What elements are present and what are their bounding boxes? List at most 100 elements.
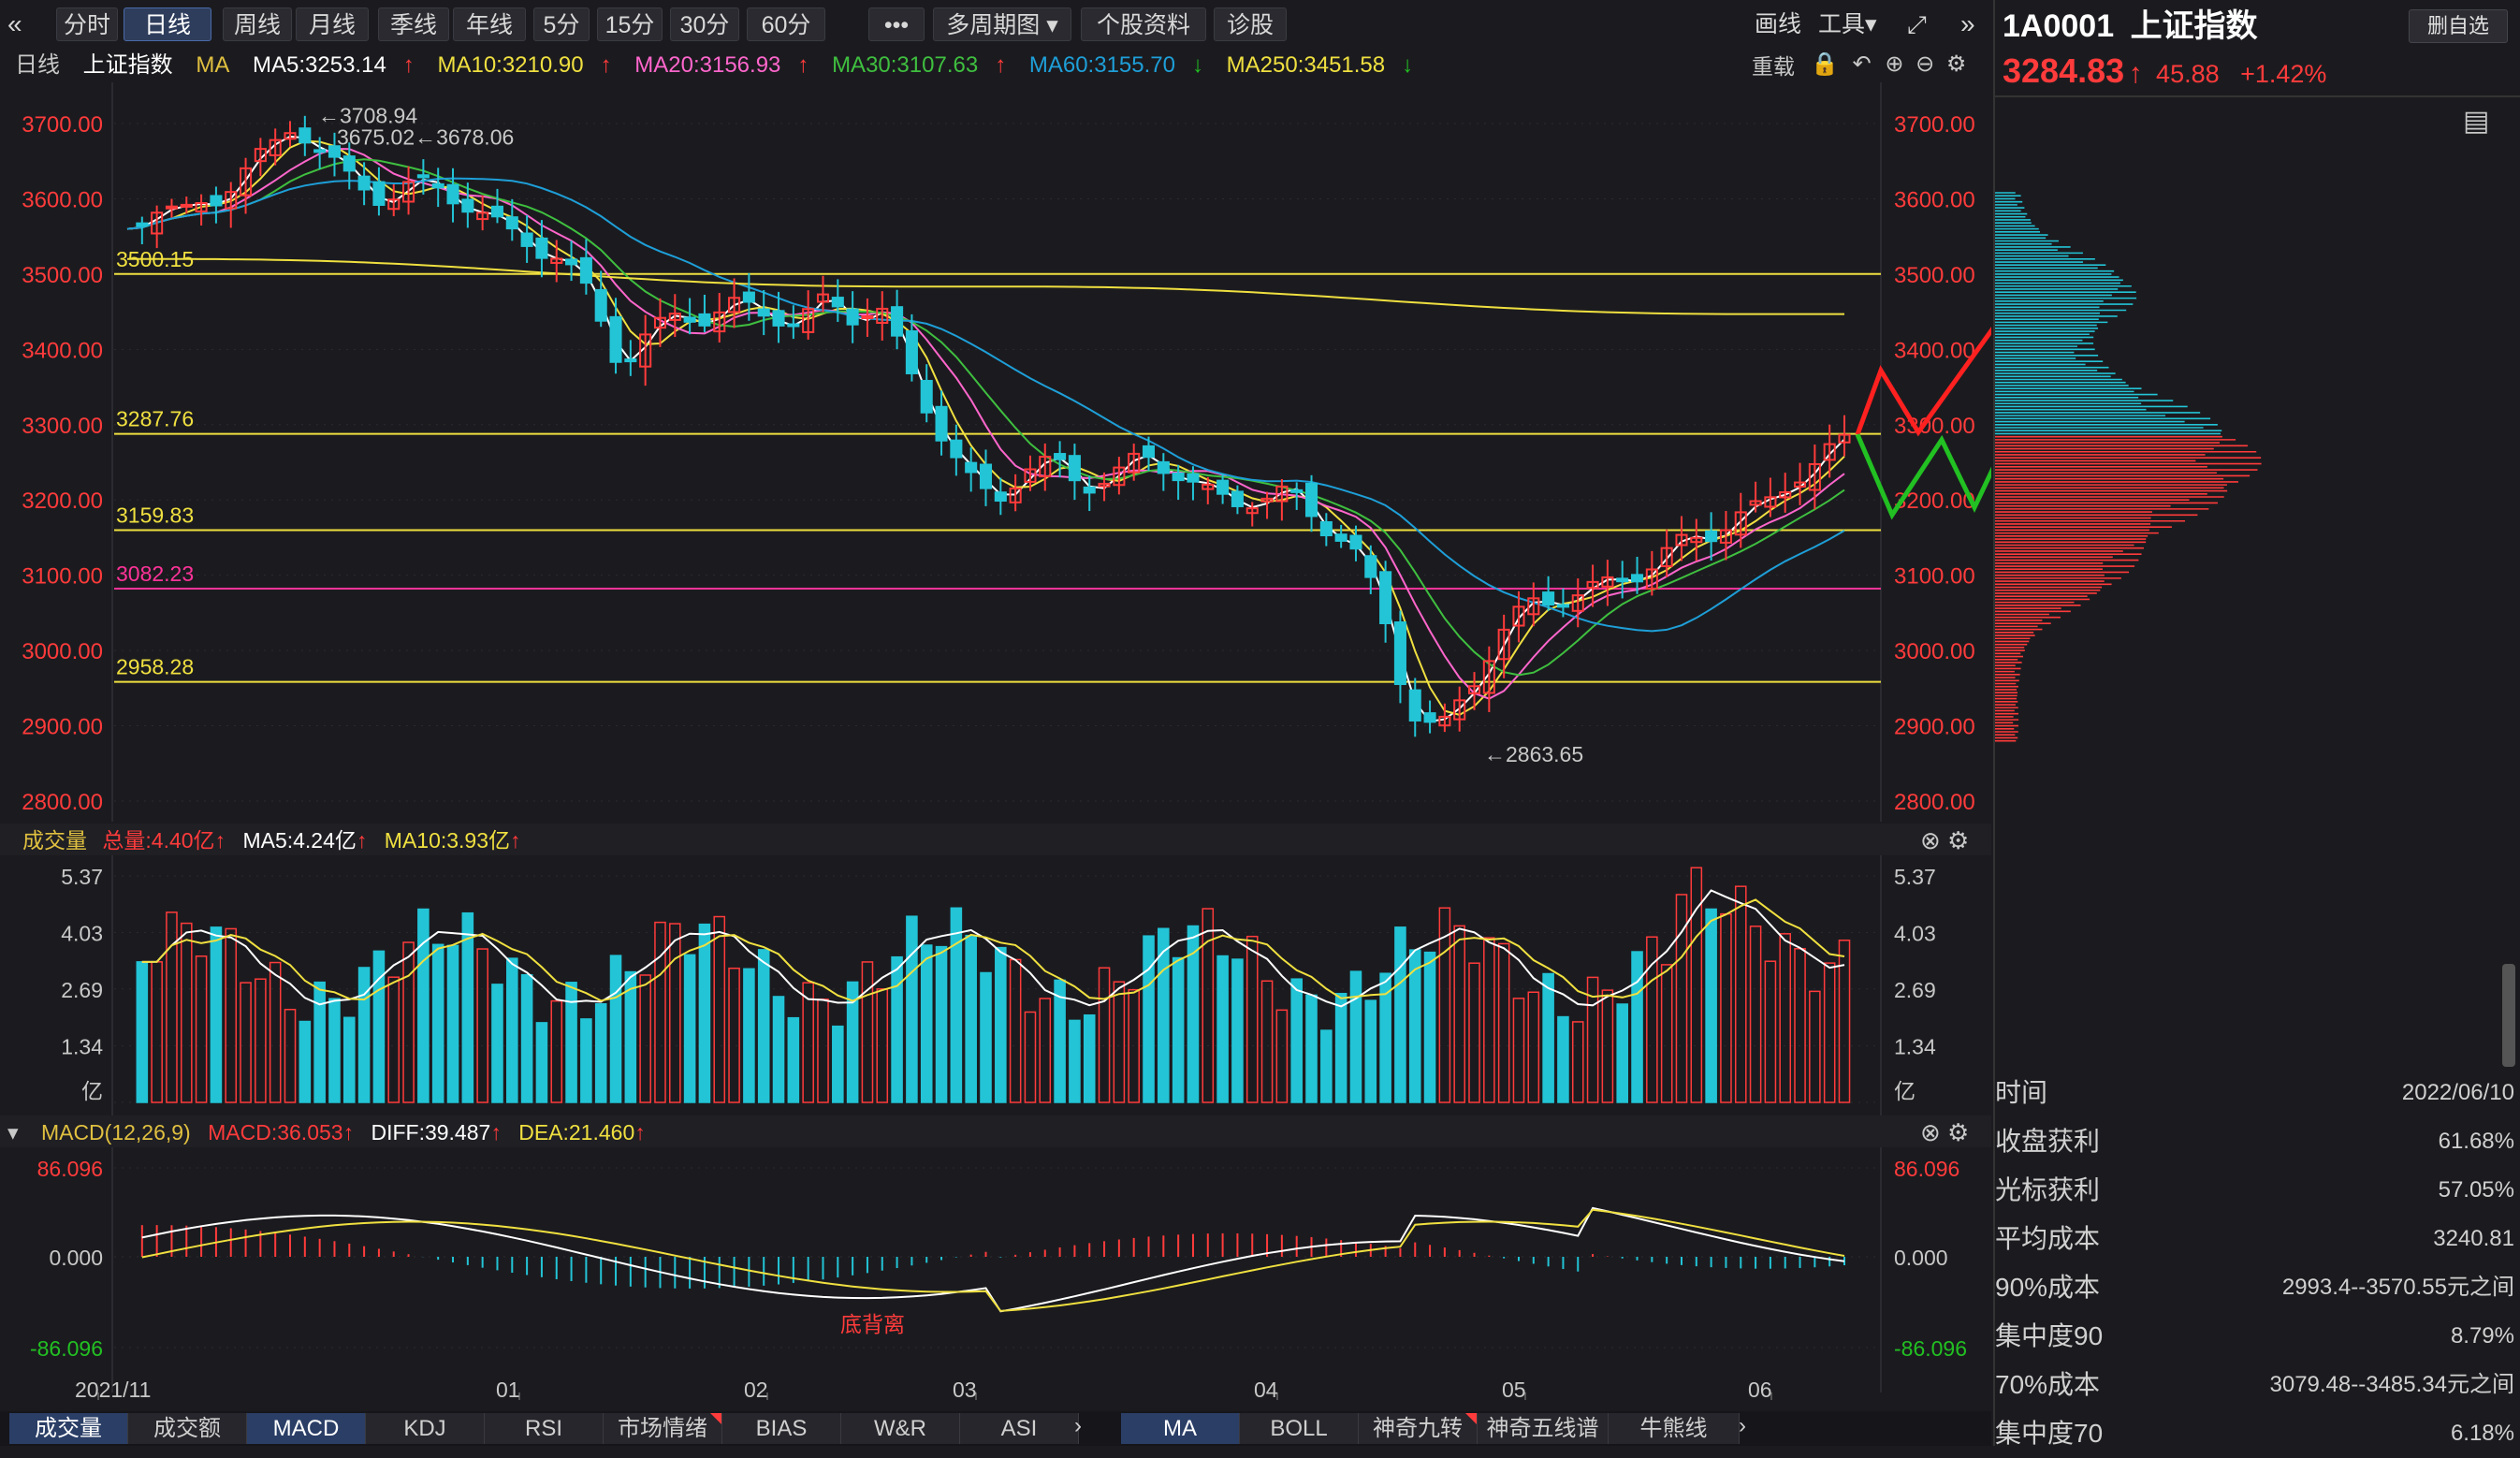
candle-body[interactable] <box>1349 534 1362 550</box>
volume-bar[interactable] <box>1705 908 1717 1103</box>
volume-bar[interactable] <box>1334 992 1347 1103</box>
volume-bar[interactable] <box>683 954 696 1103</box>
candle-body[interactable] <box>861 314 874 319</box>
candle-body[interactable] <box>1364 555 1377 578</box>
candle-body[interactable] <box>653 316 667 329</box>
candle-body[interactable] <box>476 211 489 221</box>
candle-body[interactable] <box>831 297 844 308</box>
candle-body[interactable] <box>1630 574 1644 583</box>
candle-body[interactable] <box>1690 536 1703 544</box>
volume-bar[interactable] <box>1631 951 1643 1103</box>
tab-7[interactable]: W&R <box>841 1413 960 1444</box>
volume-bar[interactable] <box>328 998 341 1103</box>
tab-5[interactable]: 市场情绪 <box>604 1413 722 1444</box>
volume-bar[interactable] <box>1468 962 1480 1103</box>
volume-bar[interactable] <box>1809 990 1821 1103</box>
candle-body[interactable] <box>1068 455 1081 482</box>
candle-body[interactable] <box>1719 529 1732 544</box>
volume-bar[interactable] <box>1143 935 1155 1103</box>
multi-period-dropdown[interactable]: 多周期图 ▾ <box>933 7 1071 41</box>
volume-bar[interactable] <box>565 982 577 1103</box>
candle-body[interactable] <box>728 297 741 313</box>
candle-body[interactable] <box>165 205 178 210</box>
volume-bar[interactable] <box>1054 979 1066 1103</box>
volume-bar[interactable] <box>550 999 563 1103</box>
candle-body[interactable] <box>1616 577 1629 583</box>
volume-bar[interactable] <box>609 955 622 1103</box>
volume-bar[interactable] <box>891 955 903 1103</box>
volume-bar[interactable] <box>1009 958 1022 1103</box>
candle-body[interactable] <box>698 313 711 327</box>
candle-body[interactable] <box>1379 571 1392 624</box>
candle-body[interactable] <box>1245 507 1259 515</box>
candle-body[interactable] <box>446 183 459 205</box>
volume-bar[interactable] <box>1646 936 1658 1103</box>
volume-bar[interactable] <box>876 988 889 1103</box>
candle-body[interactable] <box>254 148 267 163</box>
tab-right-4[interactable]: 牛熊线 <box>1609 1413 1740 1444</box>
candle-body[interactable] <box>609 315 622 363</box>
candle-body[interactable] <box>136 222 149 227</box>
volume-bar[interactable] <box>980 971 992 1103</box>
volume-bar[interactable] <box>1586 976 1599 1103</box>
volume-bar[interactable] <box>1172 956 1185 1103</box>
volume-bar[interactable] <box>1290 978 1303 1103</box>
candle-body[interactable] <box>1202 483 1215 490</box>
candle-body[interactable] <box>1601 576 1614 588</box>
candle-body[interactable] <box>1764 496 1777 508</box>
candle-body[interactable] <box>757 308 770 317</box>
tab-8[interactable]: ASI <box>960 1413 1079 1444</box>
volume-bar[interactable] <box>491 984 503 1103</box>
period-button-8[interactable]: 30分 <box>670 7 739 41</box>
candle-body[interactable] <box>1823 443 1836 461</box>
volume-bar[interactable] <box>1423 951 1436 1103</box>
volume-bar[interactable] <box>476 948 488 1103</box>
volume-bar[interactable] <box>1616 1003 1629 1103</box>
candle-body[interactable] <box>1779 491 1792 499</box>
candle-body[interactable] <box>1705 530 1718 543</box>
period-button-9[interactable]: 60分 <box>747 7 825 41</box>
volume-bar[interactable] <box>284 1008 297 1103</box>
candle-body[interactable] <box>1408 689 1421 722</box>
candle-body[interactable] <box>1749 500 1762 506</box>
volume-bar[interactable] <box>1364 999 1377 1103</box>
volume-bar[interactable] <box>535 1022 548 1103</box>
volume-bar[interactable] <box>417 908 430 1103</box>
volume-bar[interactable] <box>1838 940 1851 1103</box>
volume-bar[interactable] <box>225 927 238 1103</box>
volume-bar[interactable] <box>1794 947 1806 1103</box>
candle-body[interactable] <box>180 203 193 208</box>
gear-icon[interactable]: ⚙ <box>1947 826 1970 854</box>
candle-body[interactable] <box>965 461 978 474</box>
diagnose-button[interactable]: 诊股 <box>1214 7 1287 41</box>
delete-watchlist-button[interactable]: 删自选 <box>2409 9 2508 43</box>
volume-bar[interactable] <box>639 974 651 1103</box>
candle-body[interactable] <box>505 216 518 230</box>
volume-bar[interactable] <box>1660 964 1673 1103</box>
candle-body[interactable] <box>1319 520 1333 537</box>
volume-bar[interactable] <box>1349 970 1362 1103</box>
volume-bar[interactable] <box>698 923 711 1103</box>
volume-bar[interactable] <box>431 943 444 1103</box>
candle-body[interactable] <box>1571 594 1584 612</box>
period-button-6[interactable]: 5分 <box>533 7 590 41</box>
candle-body[interactable] <box>565 258 578 266</box>
candle-body[interactable] <box>299 127 312 144</box>
volume-bar[interactable] <box>313 981 326 1103</box>
candle-body[interactable] <box>1275 485 1289 503</box>
candle-body[interactable] <box>1157 460 1170 474</box>
reweight-button[interactable]: 重载 <box>1752 54 1795 79</box>
candle-body[interactable] <box>579 256 592 284</box>
volume-bar[interactable] <box>299 1020 312 1103</box>
volume-bar[interactable] <box>1394 926 1406 1103</box>
tab-1[interactable]: 成交额 <box>128 1413 247 1444</box>
candle-body[interactable] <box>639 333 652 368</box>
chevron-right-icon[interactable]: › <box>1074 1413 1082 1438</box>
candle-body[interactable] <box>1024 468 1037 483</box>
candle-body[interactable] <box>624 358 637 363</box>
candle-body[interactable] <box>1039 456 1052 478</box>
double-chevron-right-icon[interactable]: » <box>1960 9 1975 38</box>
candle-body[interactable] <box>1098 482 1111 488</box>
candle-body[interactable] <box>372 181 386 206</box>
candle-body[interactable] <box>1334 533 1347 542</box>
